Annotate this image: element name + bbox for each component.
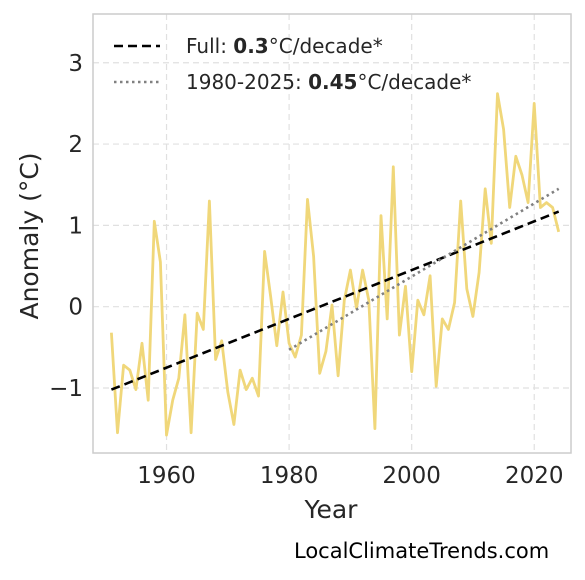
x-tick-label: 1980	[260, 463, 319, 489]
legend-prefix: Full:	[186, 34, 233, 58]
series-layer	[110, 92, 561, 437]
y-tick-label: −1	[49, 376, 83, 402]
y-tick-label: 1	[68, 213, 83, 239]
x-axis-label: Year	[304, 495, 359, 524]
x-tick-label: 2000	[382, 463, 441, 489]
series-trend_recent	[288, 187, 560, 351]
y-axis-label: Anomaly (°C)	[15, 152, 44, 319]
legend-suffix: °C/decade*	[269, 34, 383, 58]
legend-label-trend_full: Full: 0.3°C/decade*	[186, 34, 383, 58]
x-tick-label: 2020	[505, 463, 564, 489]
legend-value: 0.45	[308, 70, 357, 94]
plot-frame	[92, 13, 572, 454]
legend: Full: 0.3°C/decade*1980-2025: 0.45°C/dec…	[114, 34, 471, 94]
watermark: LocalClimateTrends.com	[294, 539, 550, 563]
legend-label-trend_recent: 1980-2025: 0.45°C/decade*	[186, 70, 471, 94]
tick-labels: 1960 1980 2000 2020 −1 0 1 2 3	[49, 51, 563, 489]
y-tick-label: 0	[68, 295, 83, 321]
series-anomaly	[110, 92, 561, 437]
legend-value: 0.3	[233, 34, 268, 58]
y-tick-label: 3	[68, 51, 83, 77]
x-tick-label: 1960	[137, 463, 196, 489]
series-trend_full	[110, 210, 560, 391]
legend-prefix: 1980-2025:	[186, 70, 308, 94]
y-tick-label: 2	[68, 132, 83, 158]
legend-suffix: °C/decade*	[357, 70, 471, 94]
grid-lines	[93, 14, 571, 453]
